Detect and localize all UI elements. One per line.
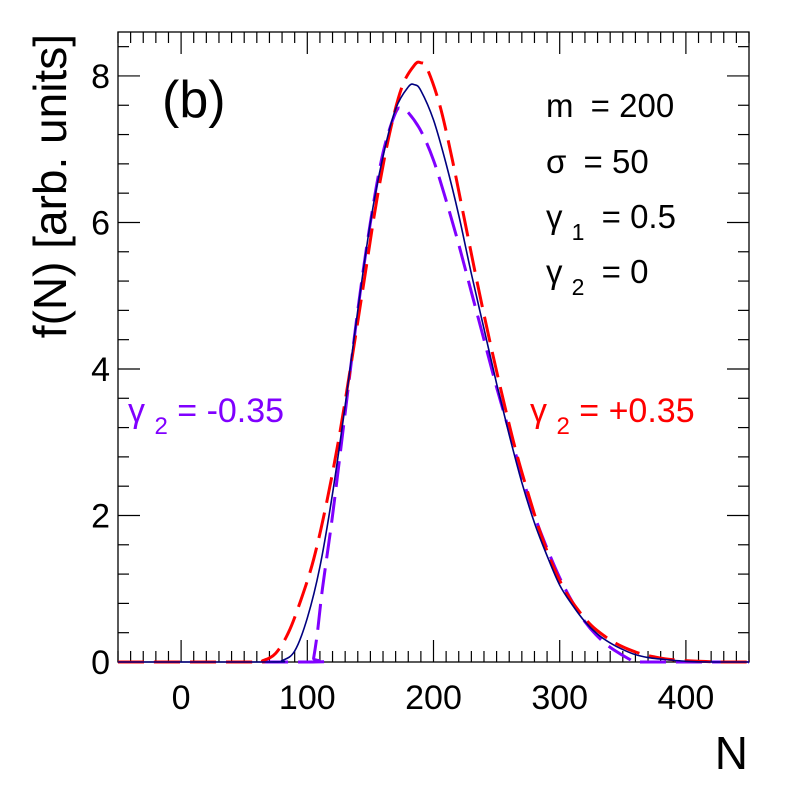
param-gamma2-subscript: 2 — [572, 274, 585, 300]
x-tick-label: 0 — [172, 679, 191, 717]
series-line-gamma2-neg — [118, 106, 749, 664]
y-tick-label: 0 — [91, 644, 110, 682]
y-tick-label: 8 — [91, 58, 110, 96]
annotation-gamma2-pos-symbol: γ — [530, 392, 547, 430]
annotation-gamma2-neg-subscript: 2 — [154, 413, 167, 440]
annotation-gamma2-neg-value: = -0.35 — [177, 392, 284, 430]
param-m-value: = 200 — [591, 87, 675, 124]
param-gamma1-subscript: 1 — [572, 219, 585, 245]
annotation-gamma2-neg-symbol: γ — [128, 392, 145, 430]
param-sigma: σ = 50 — [546, 143, 649, 180]
annotation-gamma2-pos-subscript: 2 — [556, 413, 569, 440]
panel-label: (b) — [162, 71, 226, 129]
param-m: m = 200 — [546, 87, 674, 124]
y-tick-label: 2 — [91, 497, 110, 535]
param-gamma1-value: = 0.5 — [602, 198, 676, 235]
axis-ticks — [117, 32, 750, 663]
curves — [118, 60, 749, 664]
y-tick-label: 4 — [91, 351, 110, 389]
y-axis-title: f(N) [arb. units] — [24, 34, 76, 338]
series-line-gamma2-pos — [118, 60, 749, 664]
x-tick-label: 100 — [279, 679, 336, 717]
annotation-gamma2-neg: γ 2 = -0.35 — [128, 392, 284, 442]
x-tick-label: 400 — [658, 679, 715, 717]
x-tick-label: 200 — [405, 679, 462, 717]
param-gamma2-symbol: γ — [546, 253, 563, 290]
series-line-gamma2-zero — [118, 83, 749, 663]
y-tick-label: 6 — [91, 204, 110, 242]
x-tick-label: 300 — [531, 679, 588, 717]
parameter-list: m = 200 σ = 50 γ 1 = 0.5 γ 2 = 0 — [546, 87, 676, 302]
param-sigma-value: = 50 — [584, 143, 649, 180]
param-gamma1-symbol: γ — [546, 198, 563, 235]
annotation-gamma2-pos: γ 2 = +0.35 — [530, 392, 695, 442]
param-m-symbol: m — [546, 87, 574, 124]
param-sigma-symbol: σ — [546, 143, 566, 180]
annotation-gamma2-pos-value: = +0.35 — [579, 392, 694, 430]
axis-tick-labels: 0 100 200 300 400 0 2 4 6 8 — [91, 58, 714, 717]
param-gamma2-value: = 0 — [602, 253, 649, 290]
x-axis-title: N — [715, 727, 748, 779]
param-gamma1: γ 1 = 0.5 — [546, 198, 676, 247]
param-gamma2: γ 2 = 0 — [546, 253, 648, 302]
